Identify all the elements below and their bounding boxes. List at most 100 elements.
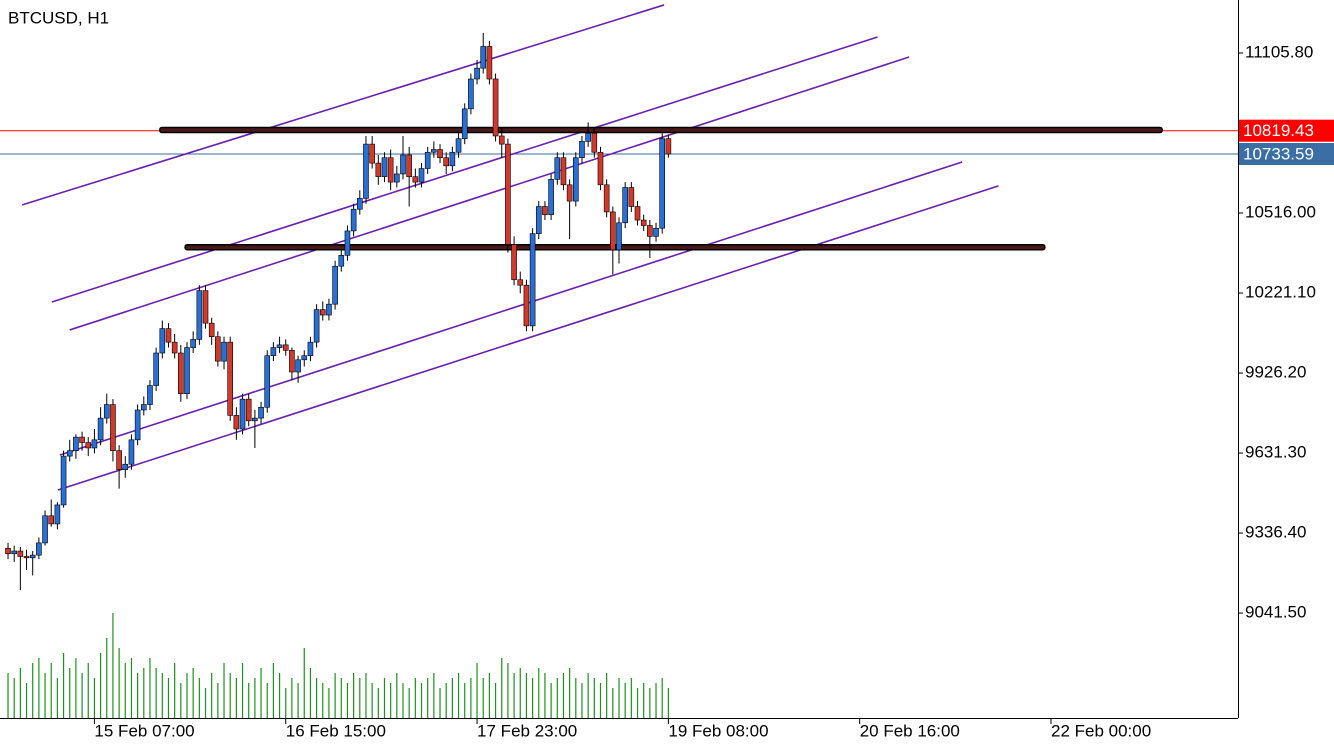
candle-body — [338, 255, 345, 267]
trendline — [69, 56, 910, 331]
candle-body — [498, 135, 505, 145]
candle-body — [369, 143, 375, 164]
candle-body — [455, 138, 462, 153]
candle-body — [258, 406, 264, 419]
candle-body — [5, 548, 11, 555]
candle-body — [48, 515, 55, 525]
candle-body — [394, 173, 400, 183]
candle-body — [356, 198, 363, 210]
candle-body — [437, 149, 443, 158]
candle-body — [11, 550, 17, 555]
candle-body — [165, 328, 172, 343]
candle-body — [319, 309, 326, 316]
candle-body — [610, 211, 616, 251]
candle-body — [480, 46, 487, 69]
candle-body — [239, 398, 246, 430]
candle-body — [492, 78, 499, 137]
candle-body — [542, 206, 548, 215]
candle-body — [400, 154, 406, 175]
candle-body — [665, 138, 672, 155]
trendline — [59, 161, 963, 456]
candle-body — [424, 151, 431, 169]
candle-body — [474, 67, 480, 80]
candle-body — [60, 455, 67, 506]
candle-body — [591, 132, 598, 153]
y-tick-label: 11105.80 — [1245, 42, 1313, 61]
candle-body — [79, 436, 85, 443]
y-tick-label: 9926.20 — [1245, 363, 1306, 382]
candle-body — [202, 290, 209, 324]
x-tick-label: 17 Feb 23:00 — [477, 721, 577, 740]
candle-body — [73, 436, 79, 451]
x-tick-label: 22 Feb 00:00 — [1051, 721, 1151, 740]
x-tick-label: 19 Feb 08:00 — [668, 721, 768, 740]
candle-body — [122, 463, 129, 470]
candle-body — [412, 176, 419, 183]
candle-body — [245, 398, 252, 422]
candle-body — [196, 290, 203, 340]
candle-body — [523, 284, 530, 327]
y-tick-label: 9631.30 — [1245, 443, 1306, 462]
candle-body — [535, 206, 542, 234]
candle-body — [486, 46, 493, 80]
y-tick-label: 9041.50 — [1245, 603, 1306, 622]
candle-body — [140, 404, 147, 411]
candle-body — [252, 417, 258, 422]
candle-body — [443, 157, 449, 167]
candle-body — [301, 355, 308, 361]
candle-body — [387, 157, 394, 183]
candle-body — [579, 141, 585, 158]
candle-body — [66, 450, 73, 457]
candle-body — [344, 230, 351, 256]
candle-body — [653, 227, 659, 237]
candle-body — [511, 244, 517, 281]
candle-body — [128, 439, 135, 465]
candle-body — [517, 279, 524, 286]
candle-body — [616, 222, 622, 251]
candle-body — [29, 554, 36, 559]
x-tick-label: 15 Feb 07:00 — [94, 721, 194, 740]
candle-body — [640, 219, 647, 226]
candle-body — [178, 352, 184, 394]
candle-body — [647, 225, 653, 237]
level-line — [159, 126, 1163, 134]
price-label-box — [1239, 142, 1334, 165]
candle-body — [548, 179, 554, 215]
candle-body — [116, 450, 122, 470]
price-label: 10733.59 — [1243, 144, 1314, 163]
x-tick-label: 20 Feb 16:00 — [860, 721, 960, 740]
candle-body — [375, 162, 382, 177]
candle-body — [159, 328, 166, 354]
candle-body — [418, 168, 425, 183]
candle-body — [171, 341, 178, 354]
candle-body — [147, 385, 153, 405]
candle-body — [461, 108, 468, 139]
candle-body — [208, 322, 215, 338]
candle-body — [282, 344, 289, 351]
candle-body — [381, 157, 388, 177]
candle-body — [449, 151, 456, 167]
candle-body — [153, 352, 159, 386]
candle-body — [264, 355, 271, 408]
candle-body — [628, 187, 635, 207]
price-label-box — [1239, 119, 1334, 142]
price-label: 10819.43 — [1243, 121, 1314, 140]
trendline — [57, 185, 999, 491]
candle-body — [91, 439, 98, 449]
candle-body — [505, 143, 511, 245]
candle-body — [560, 157, 567, 186]
candle-body — [54, 504, 61, 525]
candle-body — [622, 187, 628, 224]
candle-body — [554, 157, 561, 180]
candle-body — [23, 556, 30, 559]
candle-body — [227, 341, 233, 416]
candle-body — [313, 309, 320, 343]
candle-body — [17, 550, 24, 557]
candle-body — [406, 154, 412, 177]
candle-body — [566, 184, 573, 202]
candle-body — [572, 157, 579, 202]
x-tick-label: 16 Feb 15:00 — [286, 721, 386, 740]
